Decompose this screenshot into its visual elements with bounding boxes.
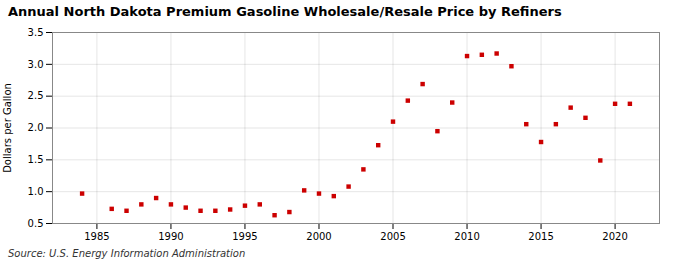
svg-text:2005: 2005 <box>380 231 405 242</box>
svg-text:2010: 2010 <box>454 231 479 242</box>
html-text:Source: U.S. Energy Informatio: Source: U.S. Energy Information Administ… <box>8 248 246 259</box>
svg-text:2015: 2015 <box>528 231 553 242</box>
svg-text:2000: 2000 <box>306 231 331 242</box>
svg-text:1985: 1985 <box>84 231 109 242</box>
svg-text:1.5: 1.5 <box>28 154 44 165</box>
svg-text:Dollars per Gallon: Dollars per Gallon <box>2 83 13 173</box>
svg-text:1990: 1990 <box>158 231 183 242</box>
svg-text:2.5: 2.5 <box>28 90 44 101</box>
svg-text:2020: 2020 <box>602 231 627 242</box>
svg-text:0.5: 0.5 <box>28 218 44 229</box>
svg-text:1995: 1995 <box>232 231 257 242</box>
svg-text:3.0: 3.0 <box>28 59 44 70</box>
svg-text:1.0: 1.0 <box>28 186 44 197</box>
svg-text:3.5: 3.5 <box>28 27 44 38</box>
html-text:Annual North Dakota Premium Ga: Annual North Dakota Premium Gasoline Who… <box>8 4 562 19</box>
svg-text:2.0: 2.0 <box>28 122 44 133</box>
